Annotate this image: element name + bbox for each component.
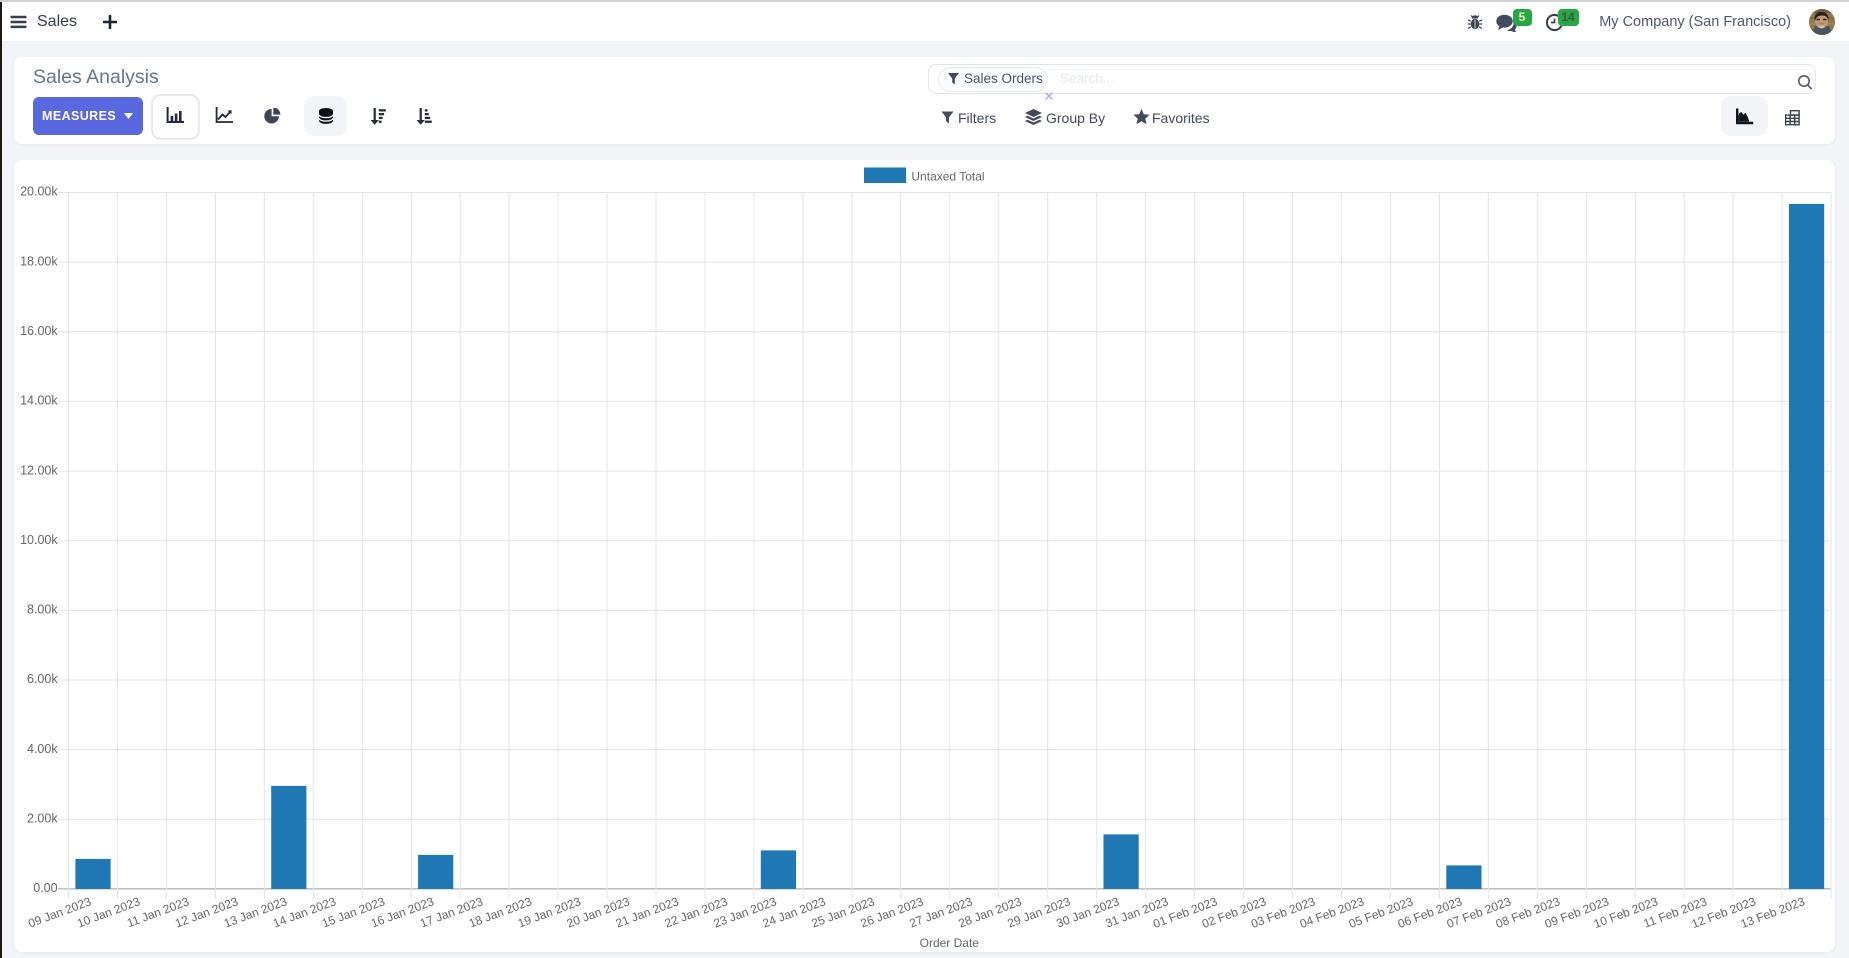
svg-text:10.00k: 10.00k [20, 532, 58, 546]
svg-text:6.00k: 6.00k [27, 672, 58, 686]
svg-text:Order Date: Order Date [920, 936, 980, 950]
svg-text:18.00k: 18.00k [20, 254, 58, 268]
svg-text:0.00: 0.00 [33, 881, 57, 895]
svg-text:12.00k: 12.00k [20, 463, 58, 477]
svg-text:14.00k: 14.00k [20, 393, 58, 407]
svg-text:8.00k: 8.00k [27, 602, 58, 616]
svg-text:4.00k: 4.00k [27, 741, 58, 755]
svg-text:Untaxed Total: Untaxed Total [911, 169, 984, 183]
svg-text:2.00k: 2.00k [27, 811, 58, 825]
svg-text:16.00k: 16.00k [20, 324, 58, 338]
svg-text:20.00k: 20.00k [20, 184, 58, 198]
